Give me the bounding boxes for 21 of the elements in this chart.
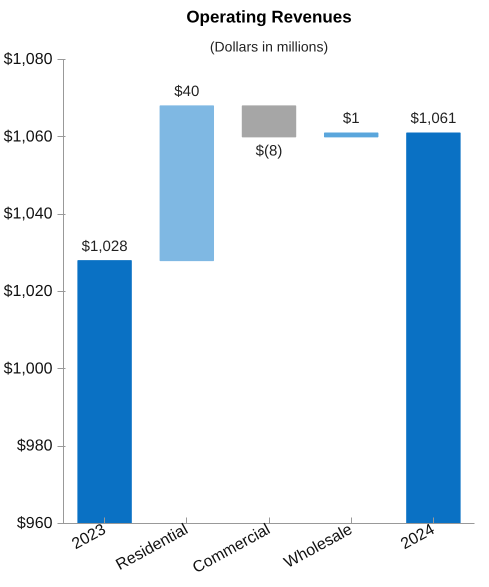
bar: [77, 260, 132, 524]
bar: [160, 105, 214, 262]
y-tick-label: $1,000: [4, 360, 53, 378]
bar: [406, 132, 461, 524]
data-label: $(8): [256, 142, 282, 160]
chart-title: Operating Revenues: [186, 8, 352, 26]
y-tick-label: $960: [16, 515, 53, 532]
y-tick-label: $980: [16, 438, 53, 455]
x-tick-label: 2023: [69, 520, 109, 554]
x-tick-label: 2024: [398, 520, 438, 554]
y-tick-label: $1,060: [4, 128, 53, 146]
data-label: $1,061: [410, 110, 456, 128]
y-tick-label: $1,040: [4, 206, 53, 223]
data-label: $1,028: [82, 238, 128, 255]
data-label: $1: [342, 110, 360, 128]
chart-subtitle: (Dollars in millions): [210, 38, 328, 54]
y-tick-label: $1,080: [4, 51, 53, 68]
bar: [242, 105, 296, 138]
data-label: $40: [174, 83, 200, 100]
y-tick-label: $1,020: [4, 283, 53, 300]
bar: [324, 132, 378, 138]
